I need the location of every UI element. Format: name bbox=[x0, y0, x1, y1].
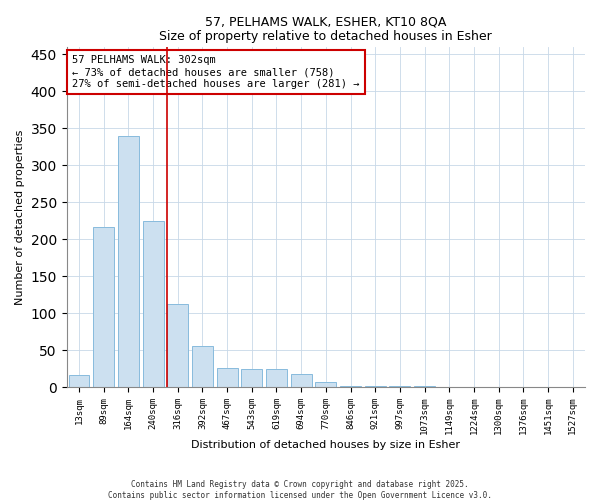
Bar bbox=[192, 346, 213, 387]
Bar bbox=[93, 228, 114, 387]
Bar bbox=[68, 376, 89, 387]
Text: 57 PELHAMS WALK: 302sqm
← 73% of detached houses are smaller (758)
27% of semi-d: 57 PELHAMS WALK: 302sqm ← 73% of detache… bbox=[72, 56, 359, 88]
Bar bbox=[414, 386, 435, 387]
Bar bbox=[118, 136, 139, 387]
Bar bbox=[167, 304, 188, 387]
X-axis label: Distribution of detached houses by size in Esher: Distribution of detached houses by size … bbox=[191, 440, 460, 450]
Y-axis label: Number of detached properties: Number of detached properties bbox=[15, 130, 25, 304]
Bar bbox=[290, 374, 311, 387]
Bar bbox=[143, 222, 164, 387]
Bar bbox=[316, 382, 337, 387]
Bar bbox=[217, 368, 238, 387]
Bar bbox=[340, 386, 361, 387]
Bar bbox=[389, 386, 410, 387]
Bar bbox=[241, 368, 262, 387]
Bar bbox=[365, 386, 386, 387]
Title: 57, PELHAMS WALK, ESHER, KT10 8QA
Size of property relative to detached houses i: 57, PELHAMS WALK, ESHER, KT10 8QA Size o… bbox=[160, 15, 492, 43]
Bar bbox=[266, 368, 287, 387]
Text: Contains HM Land Registry data © Crown copyright and database right 2025.
Contai: Contains HM Land Registry data © Crown c… bbox=[108, 480, 492, 500]
